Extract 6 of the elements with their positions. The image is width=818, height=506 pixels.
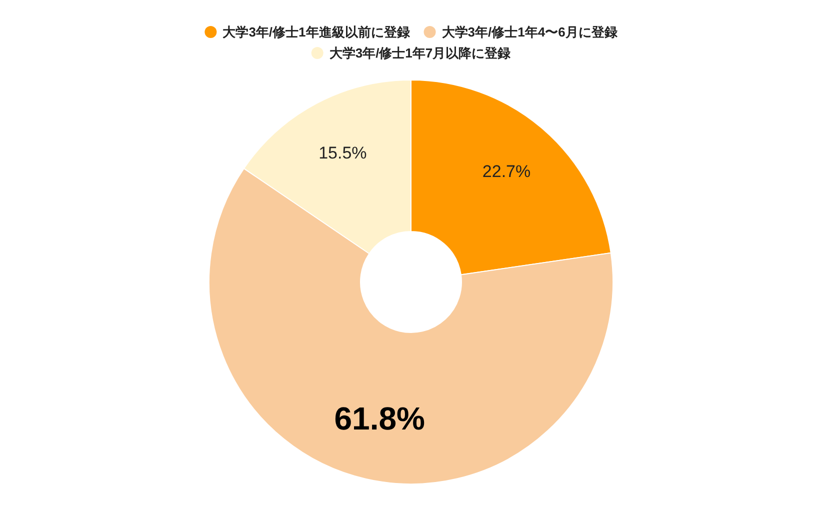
data-label: 61.8% [334,400,425,436]
legend-label: 大学3年/修士1年進級以前に登録 [222,24,410,40]
data-label: 22.7% [482,162,531,182]
legend-label: 大学3年/修士1年7月以降に登録 [329,46,511,60]
data-label: 15.5% [318,143,367,162]
legend-label: 大学3年/修士1年4〜6月に登録 [442,24,618,40]
